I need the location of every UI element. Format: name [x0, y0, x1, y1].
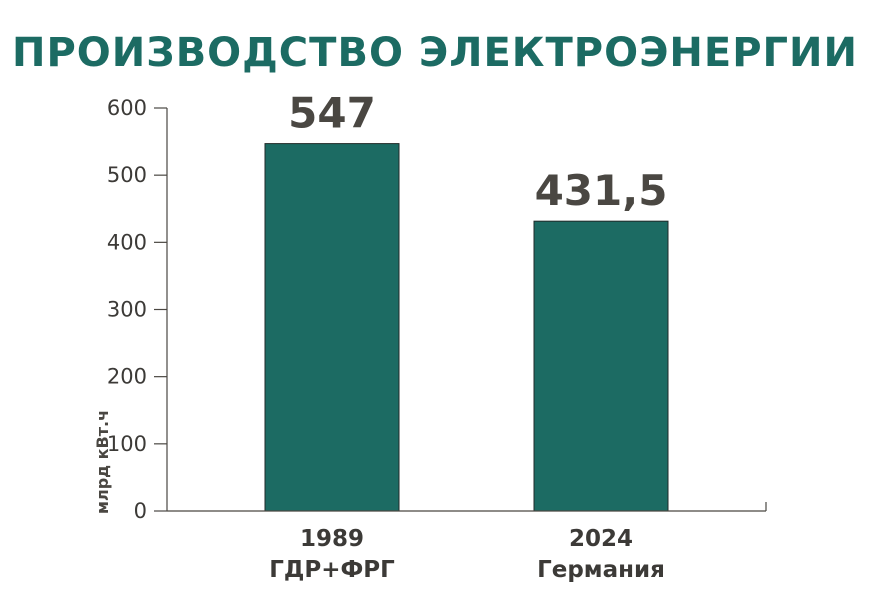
- y-axis: 0 100 200 300 400 500 600: [107, 96, 168, 523]
- bar: [264, 143, 400, 512]
- category-name-label: ГДР+ФРГ: [269, 557, 395, 583]
- y-tick-label: 400: [107, 230, 147, 254]
- y-tick-label: 600: [107, 96, 147, 120]
- category-year-label: 1989: [300, 526, 364, 552]
- y-tick-label: 500: [107, 163, 147, 187]
- category-year-label: 2024: [569, 526, 633, 552]
- bars: [264, 143, 669, 512]
- category-name-label: Германия: [537, 557, 665, 583]
- x-axis: 1989 ГДР+ФРГ 2024 Германия: [167, 502, 767, 583]
- y-axis-label: млрд кВт.ч: [93, 410, 112, 514]
- y-tick-label: 100: [107, 432, 147, 456]
- y-tick-label: 300: [107, 298, 147, 322]
- bar-value-label: 431,5: [535, 166, 668, 215]
- value-labels: 547 431,5: [288, 89, 667, 216]
- y-tick-label: 200: [107, 365, 147, 389]
- bar-value-label: 547: [288, 89, 376, 138]
- chart-title: ПРОИЗВОДСТВО ЭЛЕКТРОЭНЕРГИИ: [12, 30, 858, 76]
- bar: [533, 220, 669, 512]
- y-tick-label: 0: [134, 499, 147, 523]
